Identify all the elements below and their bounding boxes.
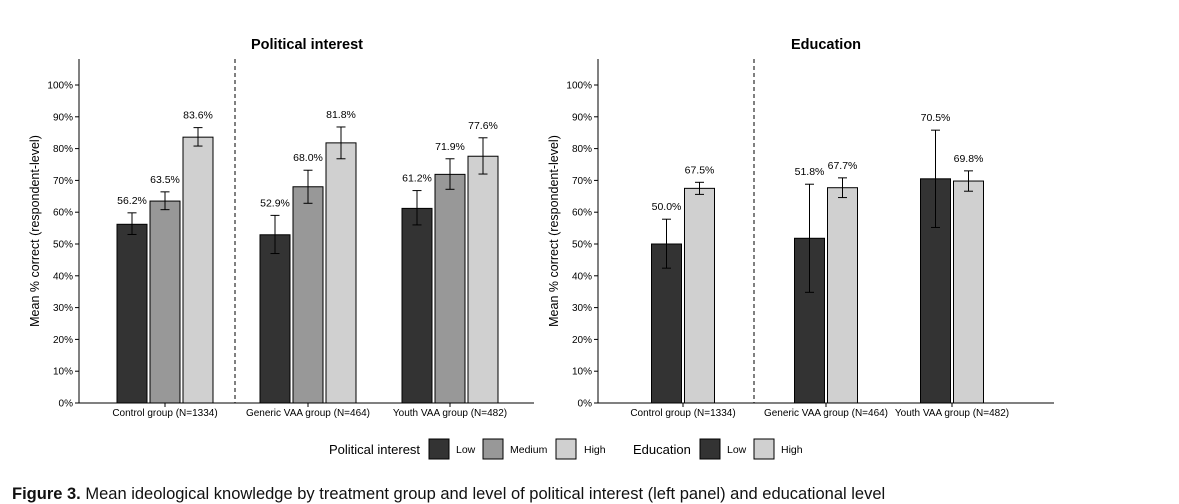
error-bars	[662, 129, 973, 293]
y-tick-label: 10%	[53, 367, 73, 378]
y-tick-label: 70%	[53, 176, 73, 187]
data-label: 50.0%	[652, 201, 682, 213]
legend-swatch-high	[555, 438, 577, 460]
y-tick-label: 40%	[53, 271, 73, 282]
bar-high	[325, 142, 357, 404]
x-tick-label: Control group (N=1334)	[630, 408, 735, 419]
x-tick-label: Youth VAA group (N=482)	[895, 408, 1009, 419]
figure-caption: Figure 3. Mean ideological knowledge by …	[12, 485, 885, 504]
legend-label-high: High	[781, 444, 803, 456]
x-axis: Control group (N=1334) Generic VAA group …	[112, 403, 507, 419]
data-label: 51.8%	[795, 166, 825, 178]
legend-title-education: Education	[633, 442, 691, 457]
y-tick-label: 10%	[572, 367, 592, 378]
panel-political-interest: Political interest Mean % correct (respo…	[28, 37, 534, 419]
data-label: 56.2%	[117, 195, 147, 207]
bar-high	[182, 136, 214, 404]
data-label: 67.5%	[685, 164, 715, 176]
y-tick-label: 30%	[572, 303, 592, 314]
bar-high	[953, 180, 984, 404]
data-labels: 50.0% 51.8% 70.5% 67.5% 67.7% 69.8%	[652, 112, 984, 213]
data-labels: 56.2% 52.9% 61.2% 63.5% 68.0% 71.9% 83.6% 81.8%…	[117, 109, 498, 209]
legend: Political interest Low Medium High Educa…	[329, 438, 803, 460]
bar-medium	[434, 173, 466, 404]
data-label: 71.9%	[435, 141, 465, 153]
data-label: 63.5%	[150, 174, 180, 186]
y-tick-label: 100%	[47, 81, 73, 92]
bar-medium	[292, 186, 324, 404]
y-tick-label: 90%	[572, 112, 592, 123]
y-tick-label: 40%	[572, 271, 592, 282]
y-tick-label: 20%	[572, 335, 592, 346]
caption-prefix: Figure 3.	[12, 485, 81, 503]
y-axis-label: Mean % correct (respondent-level)	[547, 135, 561, 327]
data-label: 68.0%	[293, 152, 323, 164]
y-tick-label: 60%	[572, 208, 592, 219]
bar-medium	[149, 200, 181, 404]
legend-swatch-medium	[482, 438, 504, 460]
y-tick-label: 60%	[53, 208, 73, 219]
legend-label-high: High	[584, 444, 606, 456]
y-axis: 0% 10% 20% 30% 40% 50% 60% 70% 80% 90% 100%	[566, 81, 598, 410]
x-tick-label: Control group (N=1334)	[112, 408, 217, 419]
y-tick-label: 80%	[53, 144, 73, 155]
y-tick-label: 0%	[59, 399, 74, 410]
y-tick-label: 70%	[572, 176, 592, 187]
bar-low	[259, 234, 291, 404]
y-axis: 0% 10% 20% 30% 40% 50% 60% 70% 80% 90% 100%	[47, 81, 79, 410]
y-tick-label: 30%	[53, 303, 73, 314]
data-label: 67.7%	[828, 160, 858, 172]
bar-high	[467, 155, 499, 404]
data-label: 81.8%	[326, 109, 356, 121]
x-tick-label: Generic VAA group (N=464)	[246, 408, 370, 419]
y-tick-label: 90%	[53, 112, 73, 123]
x-axis: Control group (N=1334) Generic VAA group …	[630, 403, 1009, 419]
data-label: 69.8%	[954, 153, 984, 165]
y-tick-label: 50%	[53, 240, 73, 251]
legend-swatch-low	[699, 438, 721, 460]
bar-low	[651, 243, 682, 404]
y-tick-label: 100%	[566, 81, 592, 92]
bars	[651, 178, 984, 404]
data-label: 52.9%	[260, 197, 290, 209]
y-tick-label: 20%	[53, 335, 73, 346]
error-bars	[127, 126, 488, 255]
bar-low	[116, 223, 148, 404]
data-label: 77.6%	[468, 120, 498, 132]
x-tick-label: Youth VAA group (N=482)	[393, 408, 507, 419]
legend-title-political-interest: Political interest	[329, 442, 420, 457]
y-tick-label: 50%	[572, 240, 592, 251]
y-tick-label: 0%	[578, 399, 593, 410]
data-label: 70.5%	[921, 112, 951, 124]
y-axis-label: Mean % correct (respondent-level)	[28, 135, 42, 327]
bar-high	[684, 187, 715, 404]
caption-text: Mean ideological knowledge by treatment …	[85, 485, 886, 503]
legend-label-medium: Medium	[510, 444, 548, 456]
data-label: 83.6%	[183, 110, 213, 122]
y-tick-label: 80%	[572, 144, 592, 155]
bar-low	[401, 207, 433, 404]
legend-label-low: Low	[727, 444, 747, 456]
bars	[116, 136, 499, 404]
panel-title: Education	[791, 37, 861, 53]
legend-swatch-high	[753, 438, 775, 460]
data-label: 61.2%	[402, 173, 432, 185]
x-tick-label: Generic VAA group (N=464)	[764, 408, 888, 419]
legend-label-low: Low	[456, 444, 476, 456]
legend-swatch-low	[428, 438, 450, 460]
panel-title: Political interest	[251, 37, 363, 53]
panel-education: Education Mean % correct (respondent-lev…	[547, 37, 1054, 419]
bar-high	[827, 187, 858, 404]
